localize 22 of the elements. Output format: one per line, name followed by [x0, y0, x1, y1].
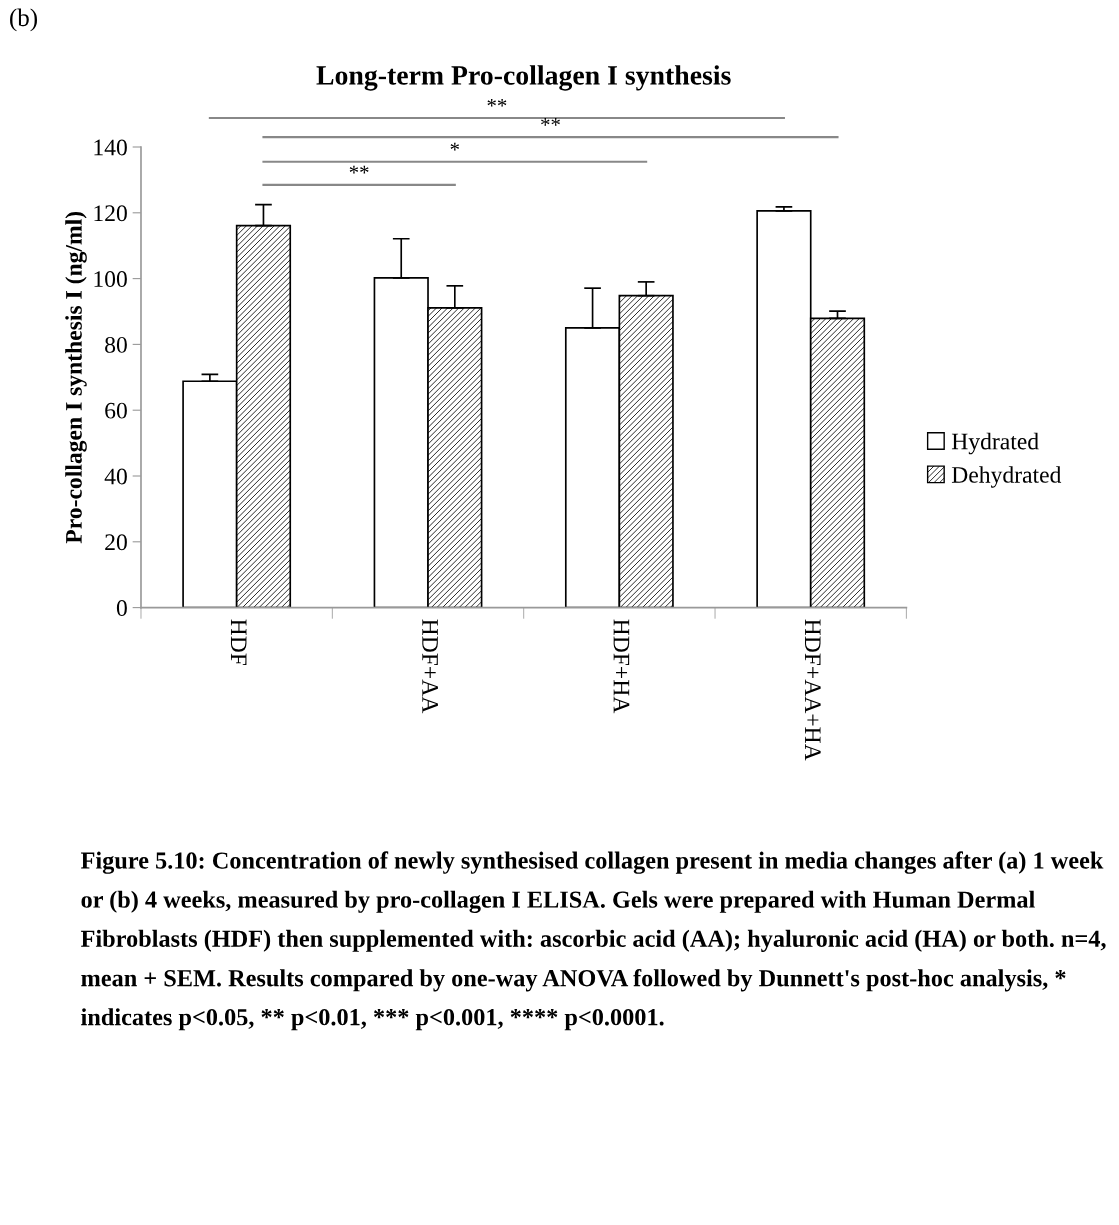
- text: **: [541, 118, 560, 126]
- y-tick-label: 0: [116, 600, 127, 617]
- legend-label: Hydrated: [951, 432, 1039, 455]
- y-tick-label: 100: [94, 271, 127, 288]
- y-tick-label: 40: [104, 468, 127, 485]
- y-tick-label: 60: [105, 402, 127, 419]
- x-tick-label: HDF+AA+HA: [804, 619, 821, 761]
- annotation: *: [450, 142, 460, 151]
- y-tick-label: 20: [105, 534, 127, 551]
- x-tick-label: HDF+HA: [613, 619, 630, 714]
- x-tick-label: HDF: [230, 619, 247, 666]
- y-tick-label: 140: [94, 139, 127, 156]
- y-axis-title: Pro-collagen I synthesis I (ng/ml): [65, 211, 87, 544]
- y-tick-label: 120: [94, 205, 127, 222]
- annotation: **: [349, 165, 369, 174]
- caption: Figure 5.10: Concentration of newly synthesised collagen present in media changes after (a) 1 week or (b) 4 weeks, measured by pro-collagen I ELISA. Gels were prepared with Human Dermal Fibroblasts (HDF) then supplemented with: ascorbic acid (AA); hyaluronic acid (HA) or both. n=4, mean + SEM. Results compared by one-way ANOVA followed by Dunnett's post-hoc analysis, * indicates p<0.05, ** p<0.01, *** p<0.001, **** p<0.0001.: [80, 851, 1106, 1031]
- legend-label: Dehydrated: [951, 466, 1062, 488]
- text: (b): [10, 8, 37, 32]
- x-tick-label: HDF+AA: [422, 619, 438, 714]
- y-tick-label: 80: [105, 336, 127, 353]
- text: **: [487, 98, 507, 107]
- chart-title: Long-term Pro-collagen I synthesis: [316, 65, 731, 91]
